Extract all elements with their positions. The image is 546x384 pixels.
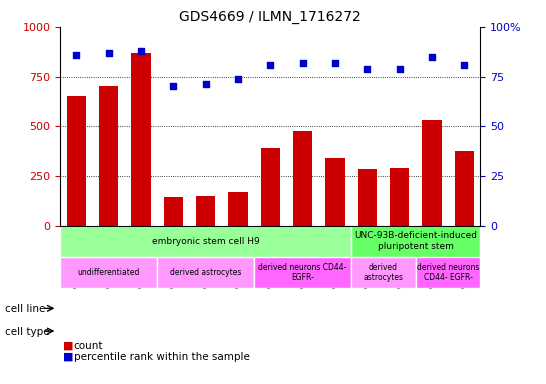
- FancyBboxPatch shape: [157, 257, 254, 288]
- FancyBboxPatch shape: [416, 257, 480, 288]
- Point: [266, 61, 275, 68]
- Text: derived astrocytes: derived astrocytes: [170, 268, 241, 277]
- Bar: [131, 53, 151, 225]
- Bar: [196, 196, 215, 225]
- FancyBboxPatch shape: [222, 225, 254, 228]
- Point: [395, 66, 404, 72]
- FancyBboxPatch shape: [287, 225, 319, 228]
- FancyBboxPatch shape: [60, 257, 157, 288]
- Text: undifferentiated: undifferentiated: [78, 268, 140, 277]
- Text: percentile rank within the sample: percentile rank within the sample: [74, 352, 250, 362]
- FancyBboxPatch shape: [383, 225, 416, 228]
- FancyBboxPatch shape: [448, 225, 480, 228]
- Bar: [293, 131, 312, 225]
- FancyBboxPatch shape: [351, 225, 383, 228]
- Point: [169, 83, 177, 89]
- Point: [201, 81, 210, 88]
- Text: ■: ■: [63, 341, 73, 351]
- FancyBboxPatch shape: [351, 257, 416, 288]
- Bar: [358, 169, 377, 225]
- Bar: [325, 158, 345, 225]
- FancyBboxPatch shape: [124, 225, 157, 228]
- FancyBboxPatch shape: [319, 225, 351, 228]
- Bar: [99, 86, 118, 225]
- FancyBboxPatch shape: [351, 225, 480, 257]
- Point: [72, 51, 81, 58]
- Bar: [260, 148, 280, 225]
- Text: derived neurons
CD44- EGFR-: derived neurons CD44- EGFR-: [417, 263, 479, 282]
- Bar: [67, 96, 86, 225]
- FancyBboxPatch shape: [254, 225, 287, 228]
- Bar: [164, 197, 183, 225]
- Title: GDS4669 / ILMN_1716272: GDS4669 / ILMN_1716272: [180, 10, 361, 25]
- FancyBboxPatch shape: [60, 225, 92, 228]
- Bar: [455, 151, 474, 225]
- Point: [363, 66, 372, 72]
- Text: ■: ■: [63, 352, 73, 362]
- Text: derived
astrocytes: derived astrocytes: [364, 263, 403, 282]
- Point: [298, 60, 307, 66]
- Bar: [422, 120, 442, 225]
- Point: [136, 48, 145, 54]
- FancyBboxPatch shape: [254, 257, 351, 288]
- Text: derived neurons CD44-
EGFR-: derived neurons CD44- EGFR-: [258, 263, 347, 282]
- Point: [428, 54, 436, 60]
- Point: [330, 60, 339, 66]
- Bar: [390, 168, 410, 225]
- Text: cell line: cell line: [5, 304, 46, 314]
- Text: count: count: [74, 341, 103, 351]
- FancyBboxPatch shape: [92, 225, 124, 228]
- Point: [234, 76, 242, 82]
- FancyBboxPatch shape: [60, 225, 351, 257]
- FancyBboxPatch shape: [416, 225, 448, 228]
- Text: UNC-93B-deficient-induced
pluripotent stem: UNC-93B-deficient-induced pluripotent st…: [354, 232, 477, 251]
- Bar: [228, 192, 248, 225]
- Text: cell type: cell type: [5, 327, 50, 337]
- FancyBboxPatch shape: [189, 225, 222, 228]
- FancyBboxPatch shape: [157, 225, 189, 228]
- Point: [104, 50, 113, 56]
- Text: embryonic stem cell H9: embryonic stem cell H9: [152, 237, 259, 246]
- Point: [460, 61, 468, 68]
